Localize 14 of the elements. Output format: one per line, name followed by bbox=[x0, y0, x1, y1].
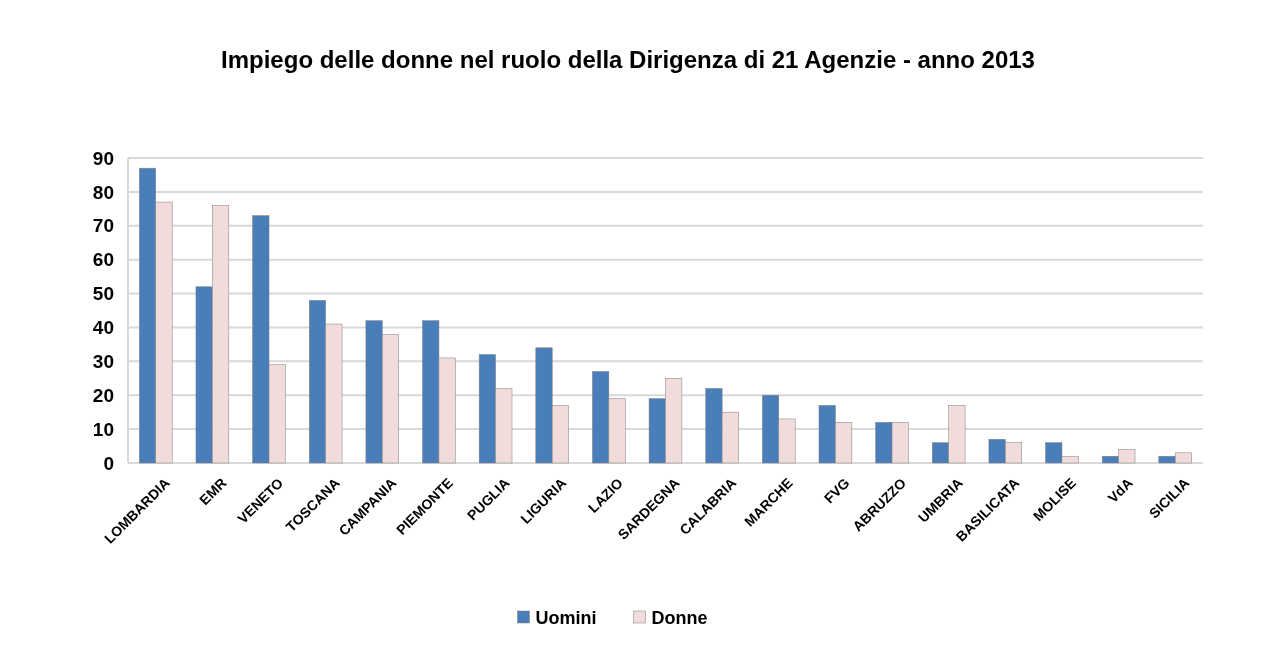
y-tick-label: 20 bbox=[92, 384, 114, 406]
x-tick-label: VdA bbox=[1104, 474, 1136, 506]
y-tick-label: 0 bbox=[103, 452, 114, 474]
y-tick-label: 40 bbox=[92, 317, 114, 339]
y-tick-label: 90 bbox=[92, 147, 114, 169]
y-tick-label: 10 bbox=[92, 418, 114, 440]
y-tick-label: 70 bbox=[92, 215, 114, 237]
y-tick-label: 80 bbox=[92, 181, 114, 203]
y-tick-label: 50 bbox=[92, 283, 114, 305]
chart-title: Impiego delle donne nel ruolo della Dirigenza di 21 Agenzie - anno 2013 bbox=[221, 46, 1035, 73]
legend-label: Uomini bbox=[535, 608, 597, 629]
y-tick-label: 30 bbox=[92, 350, 114, 372]
y-tick-label: 60 bbox=[92, 249, 114, 271]
legend-label: Donne bbox=[651, 608, 708, 629]
